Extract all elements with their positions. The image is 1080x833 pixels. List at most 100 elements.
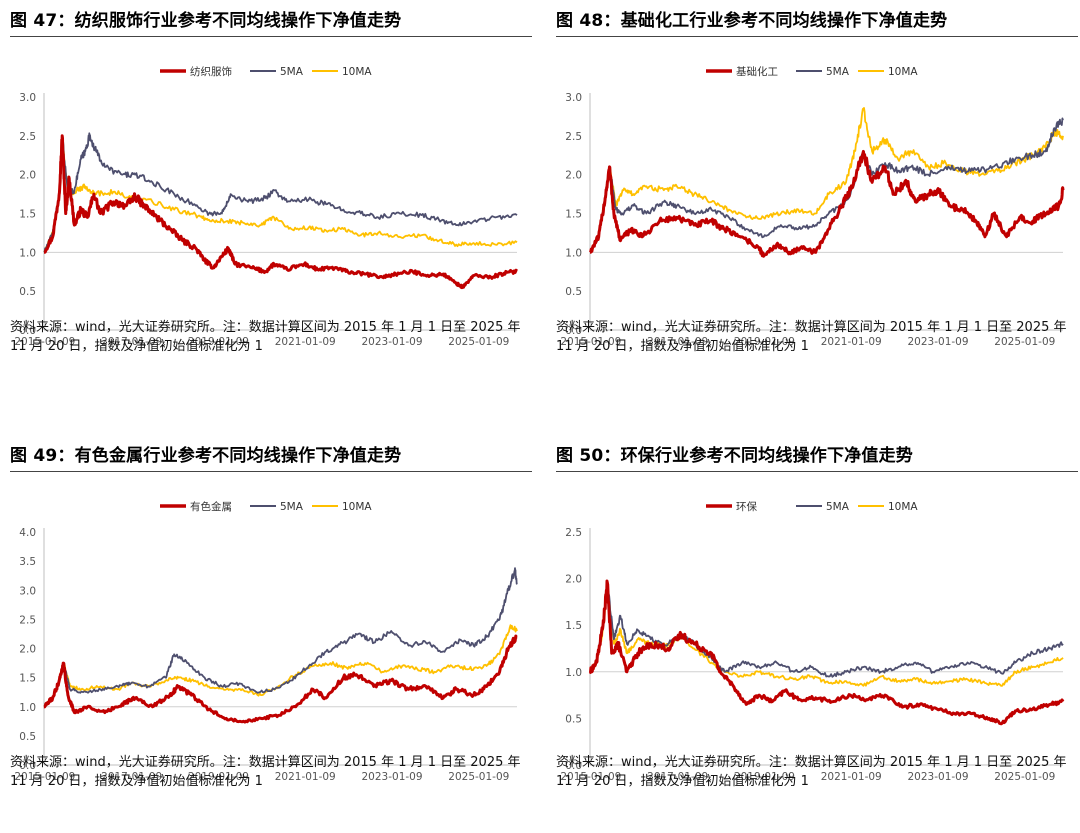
x-tick-label: 2021-01-09 [275,336,336,348]
main-series-line [43,634,518,724]
x-tick-label: 2019-01-09 [188,771,249,783]
y-tick-label: 3.5 [19,556,36,568]
legend-item: 10MA [858,66,918,78]
y-tick-label: 1.0 [565,247,582,259]
x-tick-label: 2019-01-09 [734,336,795,348]
x-tick-label: 2023-01-09 [908,336,969,348]
title-divider [556,471,1078,472]
x-tick-label: 2015-01-09 [14,771,75,783]
x-tick-label: 2023-01-09 [362,771,423,783]
legend-label: 5MA [826,66,850,78]
x-tick-label: 2017-01-09 [647,336,708,348]
legend-label: 纺织服饰 [190,65,232,78]
y-tick-label: 1.5 [19,209,36,221]
x-tick-label: 2025-01-09 [448,771,509,783]
y-tick-label: 3.0 [19,585,36,597]
main-series-line [588,579,1065,726]
x-tick-label: 2015-01-09 [14,336,75,348]
x-tick-label: 2023-01-09 [362,336,423,348]
y-tick-label: 2.0 [19,170,36,182]
legend-item: 5MA [250,501,304,513]
x-tick-label: 2025-01-09 [448,336,509,348]
ma5-series-line [43,132,518,253]
chart-title: 图 47：纺织服饰行业参考不同均线操作下净值走势 [10,11,402,31]
y-tick-label: 0.0 [19,325,36,337]
y-tick-label: 2.5 [565,527,582,539]
legend-label: 10MA [342,501,372,513]
x-tick-label: 2025-01-09 [994,336,1055,348]
main-series-line [43,134,518,290]
y-tick-label: 2.0 [565,574,582,586]
y-tick-label: 4.0 [19,527,36,539]
x-tick-label: 2015-01-09 [560,336,621,348]
y-tick-label: 0.5 [565,286,582,298]
x-tick-label: 2021-01-09 [275,771,336,783]
x-tick-label: 2021-01-09 [821,771,882,783]
ma5-series-line [589,117,1064,254]
y-tick-label: 2.0 [565,170,582,182]
legend-item: 5MA [796,66,850,78]
legend-label: 5MA [280,66,304,78]
x-tick-label: 2025-01-09 [994,771,1055,783]
y-tick-label: 3.0 [19,92,36,104]
x-tick-label: 2017-01-09 [647,771,708,783]
ma5-series-line [43,567,518,708]
ma10-series-line [43,624,518,708]
chart-title: 图 50：环保行业参考不同均线操作下净值走势 [556,446,913,466]
y-tick-label: 1.5 [565,209,582,221]
x-tick-label: 2019-01-09 [188,336,249,348]
line-chart: 环保 5MA 10MA 0.0 0.5 1.0 1.5 2.0 2.5 2015-01-09 201… [560,500,1065,783]
source-note: 资料来源：wind，光大证券研究所。注：数据计算区间为 2015 年 1 月 1… [556,320,1067,354]
ma10-series-line [589,587,1064,687]
x-tick-label: 2021-01-09 [821,336,882,348]
legend-label: 5MA [280,501,304,513]
y-tick-label: 1.0 [19,247,36,259]
line-chart: 纺织服饰 5MA 10MA 0.0 0.5 1.0 1.5 2.0 2.5 3.0 2015-01-… [14,65,518,348]
x-tick-label: 2019-01-09 [734,771,795,783]
y-tick-label: 0.5 [19,731,36,743]
y-tick-label: 1.5 [565,620,582,632]
source-note: 资料来源：wind，光大证券研究所。注：数据计算区间为 2015 年 1 月 1… [10,320,521,354]
y-tick-label: 0.0 [565,760,582,772]
line-chart: 有色金属 5MA 10MA 0.0 0.5 1.0 1.5 2.0 2.5 3.0 3.5 4.0 20… [14,500,518,783]
y-tick-label: 0.0 [565,325,582,337]
y-tick-label: 3.0 [565,92,582,104]
main-series-line [589,149,1065,258]
y-tick-label: 2.5 [19,131,36,143]
title-divider [556,36,1078,37]
y-tick-label: 2.5 [565,131,582,143]
y-tick-label: 1.5 [19,673,36,685]
title-divider [10,36,532,37]
legend-item: 5MA [250,66,304,78]
legend-item: 环保 [706,500,757,513]
chart-title: 图 48：基础化工行业参考不同均线操作下净值走势 [556,11,948,31]
legend-item: 5MA [796,501,850,513]
legend-label: 10MA [888,66,918,78]
legend-item: 基础化工 [706,65,778,78]
ma10-series-line [589,107,1064,254]
legend-label: 10MA [888,501,918,513]
y-tick-label: 1.0 [19,702,36,714]
legend-label: 基础化工 [736,65,778,78]
x-tick-label: 2017-01-09 [101,336,162,348]
y-tick-label: 2.0 [19,644,36,656]
source-note: 资料来源：wind，光大证券研究所。注：数据计算区间为 2015 年 1 月 1… [10,755,521,789]
x-tick-label: 2017-01-09 [101,771,162,783]
legend-item: 10MA [312,66,372,78]
y-tick-label: 0.5 [565,713,582,725]
source-note: 资料来源：wind，光大证券研究所。注：数据计算区间为 2015 年 1 月 1… [556,755,1067,789]
legend-item: 10MA [858,501,918,513]
y-tick-label: 2.5 [19,614,36,626]
x-tick-label: 2023-01-09 [908,771,969,783]
chart-title: 图 49：有色金属行业参考不同均线操作下净值走势 [10,446,402,466]
ma5-series-line [589,582,1064,678]
legend-label: 10MA [342,66,372,78]
title-divider [10,471,532,472]
legend-item: 纺织服饰 [160,65,232,78]
legend-label: 环保 [736,500,757,513]
line-chart: 基础化工 5MA 10MA 0.0 0.5 1.0 1.5 2.0 2.5 3.0 2015-01-… [560,65,1065,348]
y-tick-label: 0.0 [19,760,36,772]
legend-label: 有色金属 [190,500,232,513]
legend-label: 5MA [826,501,850,513]
legend-item: 10MA [312,501,372,513]
